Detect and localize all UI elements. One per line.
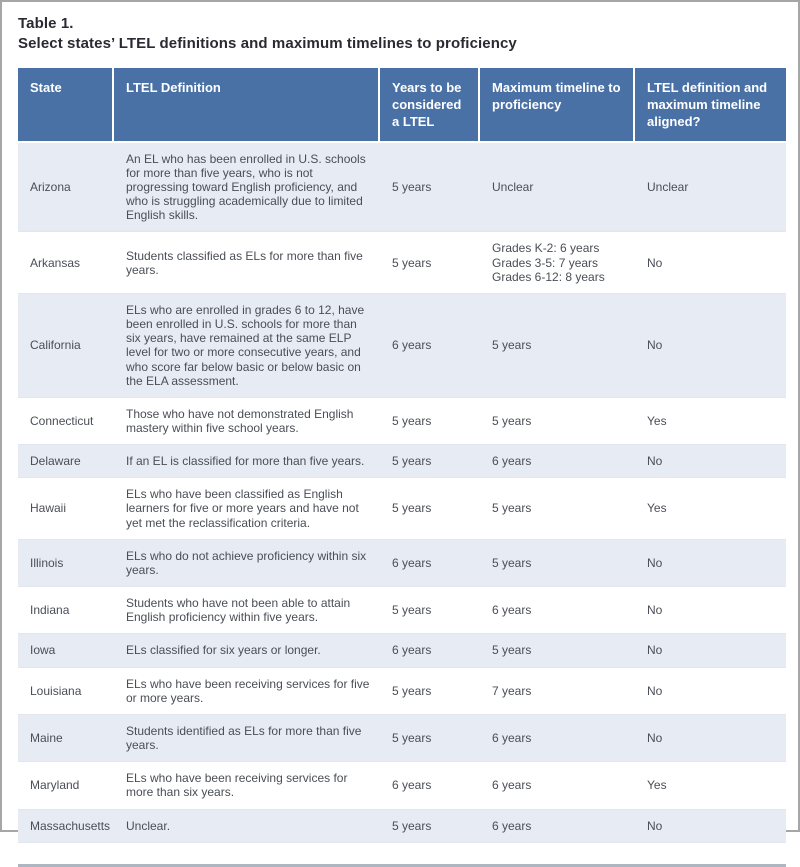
table-row-arkansas: Arkansas Students classified as ELs for … bbox=[18, 232, 786, 294]
cell-max-timeline: 5 years bbox=[480, 293, 635, 398]
cell-definition: ELs who have been classified as English … bbox=[114, 478, 380, 540]
cell-aligned: No bbox=[635, 587, 786, 635]
table-header: State LTEL Definition Years to be consid… bbox=[18, 68, 786, 143]
cell-aligned: Unclear bbox=[635, 142, 786, 233]
cell-state: Louisiana bbox=[18, 668, 114, 715]
cell-max-timeline: 7 years bbox=[480, 668, 635, 715]
title-block: Table 1. Select states’ LTEL definitions… bbox=[18, 14, 782, 54]
cell-years: 5 years bbox=[380, 809, 480, 843]
column-header-state: State bbox=[18, 68, 114, 143]
cell-max-timeline: Grades K-2: 6 years Grades 3-5: 7 years … bbox=[480, 232, 635, 294]
cell-definition: Those who have not demonstrated English … bbox=[114, 398, 380, 446]
header-row: State LTEL Definition Years to be consid… bbox=[18, 68, 786, 143]
table-body: Arizona An EL who has been enrolled in U… bbox=[18, 142, 786, 843]
column-header-aligned: LTEL definition and maximum timeline ali… bbox=[635, 68, 786, 143]
cell-max-timeline: 6 years bbox=[480, 762, 635, 810]
cell-state: Connecticut bbox=[18, 398, 114, 446]
cell-aligned: No bbox=[635, 809, 786, 843]
cell-max-timeline: 6 years bbox=[480, 714, 635, 763]
table-row-indiana: Indiana Students who have not been able … bbox=[18, 587, 786, 635]
cell-aligned: No bbox=[635, 714, 786, 763]
cell-aligned: No bbox=[635, 634, 786, 668]
table-row-hawaii: Hawaii ELs who have been classified as E… bbox=[18, 478, 786, 540]
cell-aligned: No bbox=[635, 232, 786, 294]
cell-definition: ELs who have been receiving services for… bbox=[114, 668, 380, 715]
cell-aligned: No bbox=[635, 293, 786, 398]
cell-years: 5 years bbox=[380, 445, 480, 479]
cell-max-timeline: 5 years bbox=[480, 634, 635, 668]
cell-aligned: No bbox=[635, 445, 786, 479]
cell-years: 6 years bbox=[380, 762, 480, 810]
cell-years: 6 years bbox=[380, 634, 480, 668]
table-row-maryland: Maryland ELs who have been receiving ser… bbox=[18, 762, 786, 810]
column-header-years: Years to be considered a LTEL bbox=[380, 68, 480, 143]
cell-definition: Students identified as ELs for more than… bbox=[114, 714, 380, 763]
cell-years: 5 years bbox=[380, 398, 480, 446]
table-row-iowa: Iowa ELs classified for six years or lon… bbox=[18, 634, 786, 668]
cell-definition: Students who have not been able to attai… bbox=[114, 587, 380, 635]
cell-definition: ELs who do not achieve proficiency withi… bbox=[114, 539, 380, 588]
cell-aligned: No bbox=[635, 668, 786, 715]
cell-aligned: Yes bbox=[635, 398, 786, 446]
cell-state: Illinois bbox=[18, 539, 114, 588]
cell-state: Massachusetts bbox=[18, 809, 114, 843]
cell-years: 5 years bbox=[380, 232, 480, 294]
bottom-divider bbox=[18, 863, 786, 867]
cell-max-timeline: 6 years bbox=[480, 809, 635, 843]
cell-state: Arkansas bbox=[18, 232, 114, 294]
table-row-massachusetts: Massachusetts Unclear. 5 years 6 years N… bbox=[18, 809, 786, 843]
table-row-delaware: Delaware If an EL is classified for more… bbox=[18, 445, 786, 479]
cell-state: Maine bbox=[18, 714, 114, 763]
cell-state: Arizona bbox=[18, 142, 114, 233]
table-row-maine: Maine Students identified as ELs for mor… bbox=[18, 714, 786, 763]
cell-definition: An EL who has been enrolled in U.S. scho… bbox=[114, 142, 380, 233]
table-row-arizona: Arizona An EL who has been enrolled in U… bbox=[18, 142, 786, 233]
cell-definition: ELs classified for six years or longer. bbox=[114, 634, 380, 668]
cell-state: Delaware bbox=[18, 445, 114, 479]
cell-max-timeline: 5 years bbox=[480, 398, 635, 446]
cell-definition: Students classified as ELs for more than… bbox=[114, 232, 380, 294]
ltel-definitions-table: State LTEL Definition Years to be consid… bbox=[18, 68, 786, 843]
cell-max-timeline: Unclear bbox=[480, 142, 635, 233]
cell-state: Maryland bbox=[18, 762, 114, 810]
cell-years: 6 years bbox=[380, 539, 480, 588]
cell-max-timeline: 5 years bbox=[480, 539, 635, 588]
column-header-max-timeline: Maximum timeline to proficiency bbox=[480, 68, 635, 143]
cell-max-timeline: 6 years bbox=[480, 445, 635, 479]
column-header-definition: LTEL Definition bbox=[114, 68, 380, 143]
cell-definition: ELs who have been receiving services for… bbox=[114, 762, 380, 810]
cell-max-timeline: 5 years bbox=[480, 478, 635, 540]
cell-state: California bbox=[18, 293, 114, 398]
cell-years: 5 years bbox=[380, 587, 480, 635]
cell-aligned: No bbox=[635, 539, 786, 588]
cell-state: Indiana bbox=[18, 587, 114, 635]
table-row-louisiana: Louisiana ELs who have been receiving se… bbox=[18, 668, 786, 715]
cell-years: 5 years bbox=[380, 668, 480, 715]
cell-max-timeline: 6 years bbox=[480, 587, 635, 635]
table-number-label: Table 1. bbox=[18, 15, 74, 32]
cell-state: Iowa bbox=[18, 634, 114, 668]
cell-aligned: Yes bbox=[635, 762, 786, 810]
table-row-connecticut: Connecticut Those who have not demonstra… bbox=[18, 398, 786, 446]
cell-years: 5 years bbox=[380, 714, 480, 763]
cell-state: Hawaii bbox=[18, 478, 114, 540]
table-title: Select states’ LTEL definitions and maxi… bbox=[18, 35, 517, 52]
cell-definition: ELs who are enrolled in grades 6 to 12, … bbox=[114, 293, 380, 398]
table-row-california: California ELs who are enrolled in grade… bbox=[18, 293, 786, 398]
cell-years: 5 years bbox=[380, 142, 480, 233]
table-row-illinois: Illinois ELs who do not achieve proficie… bbox=[18, 539, 786, 588]
cell-definition: Unclear. bbox=[114, 809, 380, 843]
cell-years: 5 years bbox=[380, 478, 480, 540]
cell-definition: If an EL is classified for more than fiv… bbox=[114, 445, 380, 479]
cell-aligned: Yes bbox=[635, 478, 786, 540]
cell-years: 6 years bbox=[380, 293, 480, 398]
